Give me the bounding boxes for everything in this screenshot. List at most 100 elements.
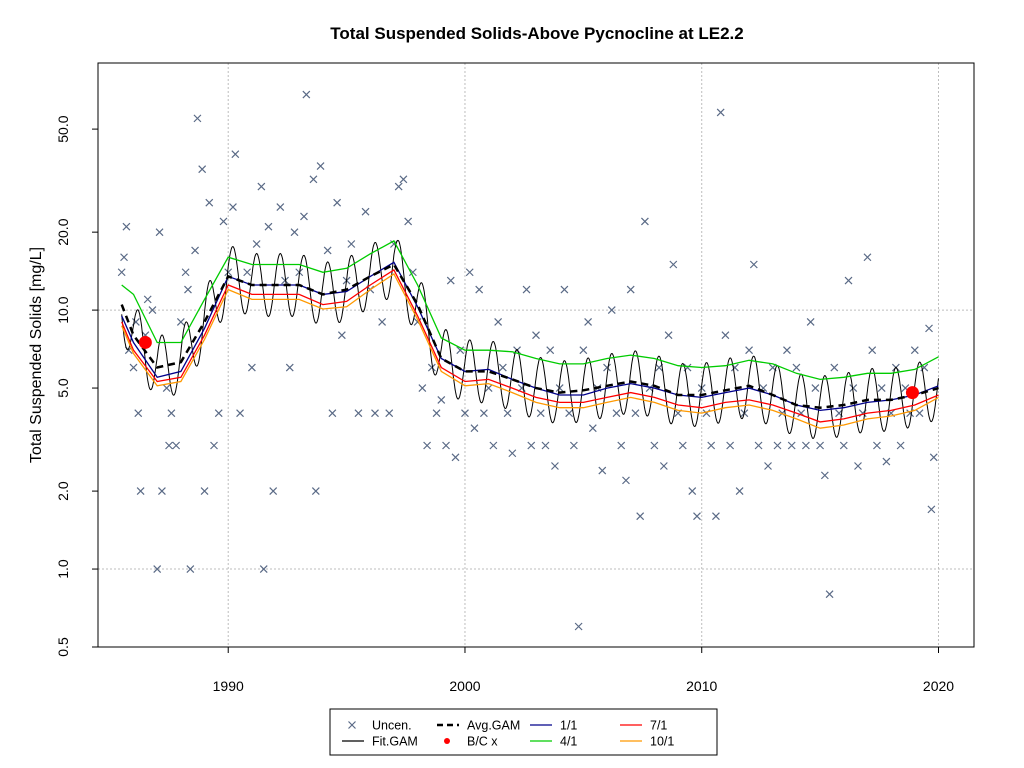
- uncen-point: [186, 565, 195, 573]
- axes: 1990 2000 2010 2020 0.5 1.0 2.0 5.0 10.0 20.0 50.0: [55, 115, 954, 694]
- uncen-points: [117, 90, 938, 631]
- uncen-point: [527, 441, 536, 450]
- uncen-point: [551, 462, 559, 470]
- uncen-point: [479, 409, 488, 418]
- y-tick-label: 20.0: [55, 218, 71, 245]
- uncen-point: [184, 285, 192, 294]
- uncen-point: [129, 363, 138, 372]
- uncen-point: [588, 424, 597, 433]
- uncen-point: [801, 441, 810, 450]
- uncen-point: [200, 487, 209, 496]
- uncen-point: [328, 409, 337, 418]
- uncen-point: [702, 409, 711, 418]
- uncen-point: [820, 471, 829, 480]
- uncen-point: [214, 409, 223, 418]
- legend-label: Uncen.: [372, 719, 412, 733]
- uncen-point: [830, 363, 839, 372]
- uncen-point: [432, 409, 441, 418]
- uncen-point: [873, 441, 881, 450]
- legend-label: 1/1: [560, 719, 577, 733]
- uncen-point: [259, 565, 268, 573]
- uncen-point: [470, 424, 479, 433]
- uncen-point: [877, 384, 886, 392]
- uncen-point: [323, 246, 332, 255]
- uncen-point: [735, 487, 744, 496]
- uncen-point: [148, 306, 157, 315]
- uncen-point: [229, 203, 237, 211]
- uncen-point: [678, 441, 687, 450]
- uncen-point: [155, 228, 164, 237]
- uncen-point: [157, 487, 166, 496]
- uncen-point: [764, 462, 772, 470]
- uncen-point: [896, 441, 905, 450]
- legend-marker-bc: [444, 738, 450, 744]
- uncen-point: [198, 165, 207, 174]
- uncen-point: [631, 409, 640, 418]
- legend-label: 4/1: [560, 735, 577, 749]
- uncen-point: [236, 409, 244, 418]
- uncen-point: [475, 285, 484, 294]
- uncen-point: [863, 253, 872, 262]
- uncen-point: [371, 409, 379, 418]
- uncen-point: [569, 441, 578, 450]
- uncen-point: [536, 409, 545, 418]
- y-axis-label: Total Suspended Solids [mg/L]: [28, 247, 45, 463]
- uncen-point: [489, 441, 498, 450]
- uncen-point: [626, 285, 635, 294]
- grid: [98, 63, 974, 647]
- avg-gam-line: [120, 262, 939, 409]
- y-tick-label: 2.0: [55, 481, 71, 501]
- uncen-point: [508, 449, 517, 458]
- legend-box: [329, 708, 718, 756]
- legend-label: Avg.GAM: [467, 719, 520, 733]
- uncen-point: [427, 363, 436, 372]
- uncen-point: [565, 409, 574, 418]
- uncen-point: [915, 409, 924, 418]
- uncen-point: [555, 384, 564, 392]
- uncen-point: [316, 162, 325, 170]
- uncen-point: [117, 268, 126, 277]
- uncen-point: [494, 318, 503, 326]
- uncen-point: [300, 212, 308, 221]
- bc-point: [905, 386, 919, 400]
- fit-gam-line: [121, 239, 939, 439]
- uncen-point: [302, 90, 311, 99]
- uncen-point: [726, 441, 735, 450]
- uncen-point: [607, 306, 616, 315]
- uncen-point: [333, 198, 342, 207]
- uncen-point: [153, 565, 162, 573]
- uncen-point: [361, 207, 370, 216]
- uncen-point: [461, 409, 469, 418]
- series-line-s-10-1: [121, 272, 939, 429]
- uncen-point: [484, 384, 493, 392]
- uncen-point: [584, 318, 593, 326]
- series-line-s-7-1: [121, 268, 939, 423]
- uncen-point: [219, 217, 228, 226]
- uncen-point: [243, 268, 252, 277]
- uncen-point: [378, 318, 387, 326]
- uncen-point: [622, 476, 630, 485]
- uncen-point: [281, 276, 289, 285]
- uncen-point: [546, 346, 555, 355]
- uncen-point: [603, 363, 611, 372]
- uncen-point: [927, 505, 936, 514]
- uncen-point: [522, 285, 531, 294]
- uncen-point: [172, 441, 181, 450]
- uncen-point: [181, 268, 190, 277]
- uncen-point: [910, 346, 919, 355]
- uncen-point: [120, 253, 128, 262]
- uncen-point: [925, 324, 933, 333]
- legend-label: 10/1: [650, 735, 674, 749]
- y-tick-label: 5.0: [55, 378, 71, 398]
- uncen-point: [247, 363, 256, 372]
- uncen-point: [669, 260, 678, 269]
- uncen-point: [787, 441, 796, 450]
- uncen-point: [264, 222, 273, 231]
- uncen-point: [882, 457, 891, 466]
- uncen-point: [792, 363, 801, 372]
- uncen-point: [541, 441, 550, 450]
- y-tick-label: 50.0: [55, 115, 71, 142]
- uncen-point: [394, 182, 403, 191]
- uncen-point: [707, 441, 716, 450]
- uncen-point: [929, 453, 938, 462]
